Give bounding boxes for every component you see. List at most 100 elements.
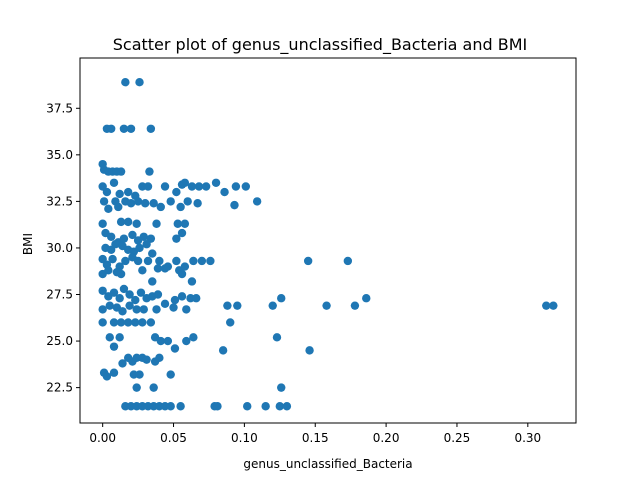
data-point: [213, 402, 222, 411]
y-tick-label: 27.5: [46, 288, 73, 302]
data-point: [152, 305, 161, 314]
data-point: [177, 228, 187, 238]
data-point: [282, 402, 292, 411]
data-point: [132, 305, 141, 314]
data-point: [123, 318, 133, 327]
y-axis: 22.5 25.0 27.5 30.0 32.5 35.0 37.5: [46, 101, 80, 395]
y-tick-label: 25.0: [46, 334, 73, 348]
data-point: [139, 232, 148, 241]
data-point: [131, 295, 140, 305]
y-tick-label: 35.0: [46, 148, 73, 162]
data-point: [177, 292, 187, 301]
data-point: [149, 199, 158, 208]
data-point: [192, 294, 201, 303]
data-point: [125, 290, 134, 299]
data-point: [109, 368, 119, 377]
data-point: [182, 305, 191, 314]
data-point: [223, 301, 232, 310]
x-tick-label: 0.10: [231, 431, 258, 445]
data-point: [261, 402, 270, 411]
data-point: [143, 182, 153, 191]
data-point: [146, 124, 156, 133]
data-point: [152, 219, 161, 228]
data-point: [156, 202, 165, 212]
data-point: [118, 307, 127, 316]
data-point: [172, 256, 181, 266]
data-point: [116, 167, 126, 176]
data-point: [125, 301, 134, 310]
data-point: [305, 346, 314, 355]
x-axis: 0.00 0.05 0.10 0.15 0.20 0.25 0.30: [89, 423, 541, 445]
x-tick-label: 0.25: [444, 431, 471, 445]
data-point: [123, 217, 133, 227]
data-point: [128, 230, 137, 240]
data-point: [220, 187, 229, 197]
data-point: [211, 178, 221, 187]
data-point: [119, 284, 129, 294]
data-point: [230, 200, 239, 210]
data-point: [277, 383, 286, 392]
data-point: [252, 197, 262, 206]
data-point: [98, 305, 107, 314]
data-point: [218, 346, 228, 355]
data-point: [226, 318, 235, 327]
data-point: [189, 256, 198, 266]
data-point: [343, 256, 353, 266]
data-point: [131, 318, 140, 327]
data-point: [197, 256, 207, 266]
data-point: [272, 333, 282, 342]
data-point: [116, 269, 126, 279]
data-point: [115, 189, 124, 199]
data-point: [155, 256, 164, 266]
data-point: [135, 243, 144, 253]
data-point: [350, 301, 360, 310]
data-point: [99, 197, 109, 206]
data-point: [183, 197, 192, 206]
data-point: [115, 294, 124, 303]
data-point: [102, 187, 112, 197]
data-point: [106, 124, 116, 133]
data-point: [189, 333, 198, 342]
y-tick-label: 30.0: [46, 241, 73, 255]
data-point: [148, 277, 157, 286]
data-point: [172, 187, 181, 197]
data-point: [98, 286, 107, 295]
data-point: [149, 383, 158, 392]
x-tick-label: 0.00: [89, 431, 116, 445]
data-point: [116, 318, 126, 327]
data-point: [136, 288, 146, 297]
data-point: [108, 254, 117, 264]
data-point: [166, 370, 175, 379]
data-point: [139, 305, 148, 314]
plot-background: [80, 58, 576, 423]
data-point: [132, 219, 141, 228]
data-point: [133, 197, 143, 206]
data-point: [176, 202, 185, 212]
data-point: [106, 232, 116, 241]
data-point: [142, 355, 151, 364]
y-axis-label: BMI: [21, 233, 35, 255]
data-point: [132, 383, 141, 392]
data-point: [111, 240, 120, 249]
data-point: [163, 336, 173, 346]
data-point: [115, 333, 124, 342]
data-points: [98, 78, 558, 411]
x-axis-label: genus_unclassified_Bacteria: [243, 457, 412, 471]
data-point: [118, 359, 127, 368]
data-point: [182, 336, 191, 346]
data-point: [177, 269, 187, 279]
data-point: [170, 295, 180, 305]
data-point: [193, 199, 202, 208]
data-point: [116, 217, 126, 227]
plot-frame: [79, 57, 577, 424]
data-point: [303, 256, 313, 266]
data-point: [138, 266, 147, 275]
data-point: [160, 299, 170, 309]
data-point: [148, 249, 157, 258]
data-point: [549, 301, 558, 310]
data-point: [104, 266, 113, 275]
data-point: [155, 353, 164, 363]
data-point: [322, 301, 331, 310]
data-point: [109, 318, 119, 327]
